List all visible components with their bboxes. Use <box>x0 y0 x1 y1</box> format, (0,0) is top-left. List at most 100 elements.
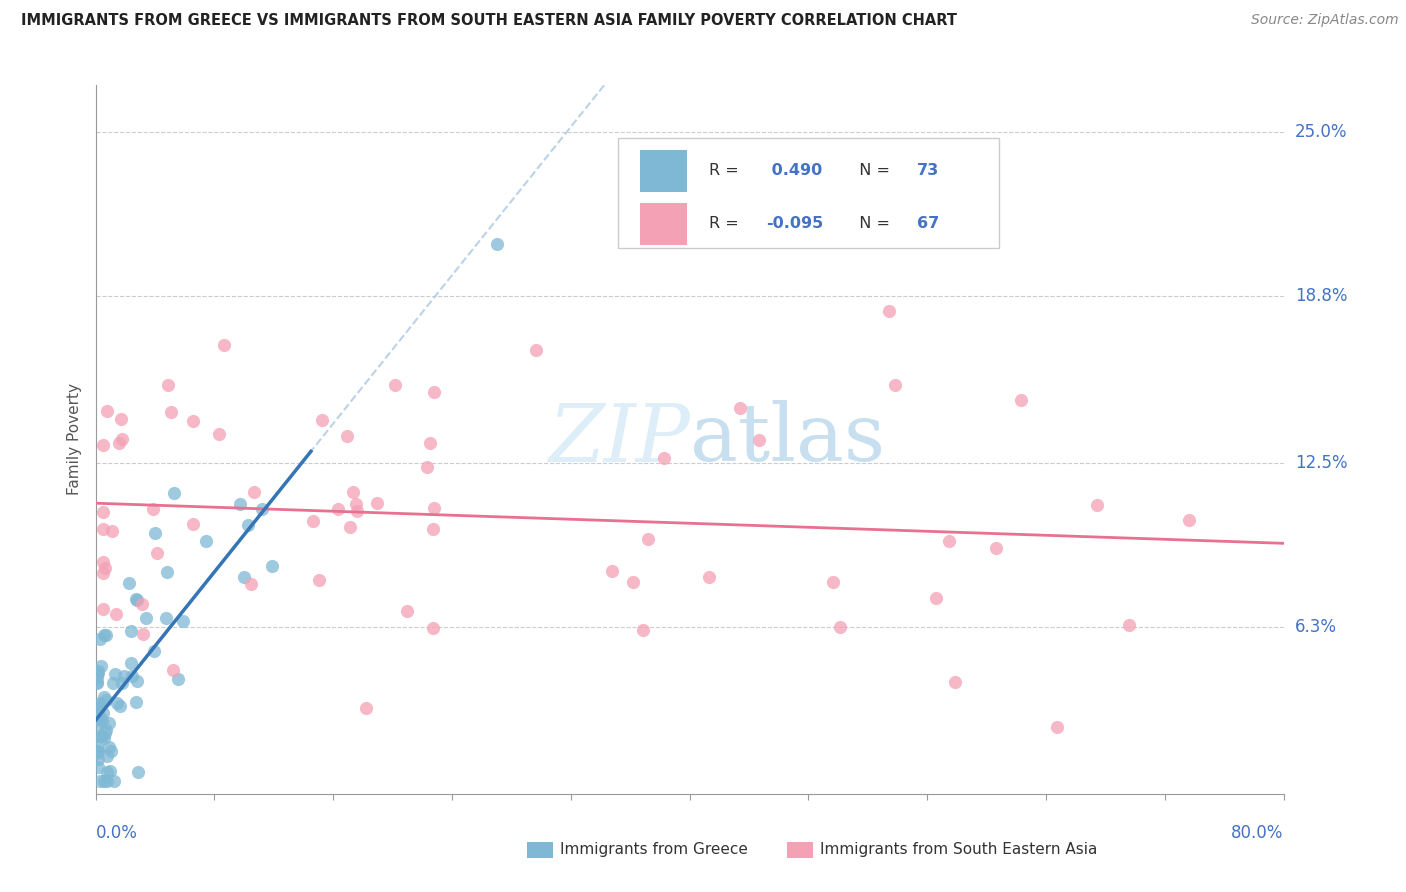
Point <box>105 696 128 710</box>
Point <box>877 304 900 318</box>
Point <box>1010 393 1032 408</box>
Point <box>111 675 134 690</box>
Point <box>89 715 111 730</box>
Point <box>344 497 367 511</box>
Point <box>924 591 946 606</box>
Text: 25.0%: 25.0% <box>1295 123 1347 141</box>
Point <box>194 533 217 548</box>
Point <box>103 773 125 788</box>
Point <box>1118 618 1140 632</box>
Point <box>830 620 852 634</box>
Point <box>342 484 364 499</box>
Text: 0.490: 0.490 <box>766 163 823 178</box>
Point <box>89 711 111 725</box>
Text: ZIP: ZIP <box>548 401 690 478</box>
Point <box>90 729 112 743</box>
Point <box>127 673 149 688</box>
Point <box>1087 499 1109 513</box>
Point <box>728 401 751 415</box>
Point <box>135 611 157 625</box>
Point <box>124 695 146 709</box>
Point <box>422 500 444 515</box>
Point <box>984 541 1007 555</box>
Text: 80.0%: 80.0% <box>1232 824 1284 842</box>
Point <box>121 669 143 683</box>
Point <box>111 432 134 446</box>
Point <box>96 773 118 788</box>
Point <box>86 700 108 714</box>
Point <box>96 692 118 706</box>
Point <box>91 729 114 743</box>
Point <box>1046 720 1069 734</box>
Point <box>243 485 266 500</box>
Point <box>637 532 659 546</box>
Point <box>127 593 149 607</box>
Point <box>96 723 118 737</box>
Point <box>89 632 111 647</box>
Point <box>821 575 844 590</box>
Point <box>127 764 149 779</box>
Point <box>120 624 142 638</box>
Point <box>86 667 108 681</box>
Point <box>93 731 115 746</box>
Point <box>112 669 135 683</box>
Point <box>89 710 111 724</box>
Text: 6.3%: 6.3% <box>1295 618 1337 636</box>
Point <box>93 773 115 788</box>
Point <box>308 573 330 587</box>
Point <box>93 627 115 641</box>
Point <box>91 566 114 581</box>
Point <box>156 565 179 579</box>
Y-axis label: Family Poverty: Family Poverty <box>67 384 83 495</box>
Point <box>384 377 406 392</box>
Point <box>86 703 108 717</box>
Point <box>86 746 108 760</box>
Text: Source: ZipAtlas.com: Source: ZipAtlas.com <box>1251 13 1399 28</box>
Text: N =: N = <box>849 216 896 231</box>
Point <box>631 624 654 638</box>
Point <box>98 739 121 754</box>
Point <box>155 611 177 625</box>
Point <box>96 628 118 642</box>
Point <box>125 592 148 607</box>
Point <box>422 522 444 536</box>
Point <box>107 435 129 450</box>
Point <box>208 426 231 441</box>
Point <box>172 614 194 628</box>
Point <box>87 744 110 758</box>
Point <box>250 502 273 516</box>
Point <box>91 602 114 616</box>
Point <box>233 570 256 584</box>
Point <box>131 597 153 611</box>
Point <box>943 675 966 690</box>
Point <box>89 773 111 788</box>
Point <box>98 764 121 779</box>
Point <box>96 404 118 418</box>
Point <box>86 744 108 758</box>
Point <box>118 576 141 591</box>
Text: atlas: atlas <box>690 401 884 478</box>
Point <box>146 546 169 560</box>
Point <box>96 748 118 763</box>
Point <box>91 714 114 728</box>
Point <box>366 496 388 510</box>
Text: 67: 67 <box>917 216 939 231</box>
Point <box>181 517 204 532</box>
Point <box>91 505 114 519</box>
Text: R =: R = <box>709 216 744 231</box>
Point <box>94 726 117 740</box>
Point <box>100 524 122 538</box>
Point <box>162 664 184 678</box>
Text: -0.095: -0.095 <box>766 216 823 231</box>
Point <box>93 690 115 705</box>
Point <box>86 739 108 754</box>
Bar <box>640 202 688 244</box>
Point <box>354 701 377 715</box>
Point <box>260 559 283 574</box>
Point <box>87 729 110 743</box>
Point <box>96 764 118 779</box>
Point <box>229 497 252 511</box>
Point <box>87 760 110 774</box>
Point <box>328 502 350 516</box>
Point <box>103 675 125 690</box>
